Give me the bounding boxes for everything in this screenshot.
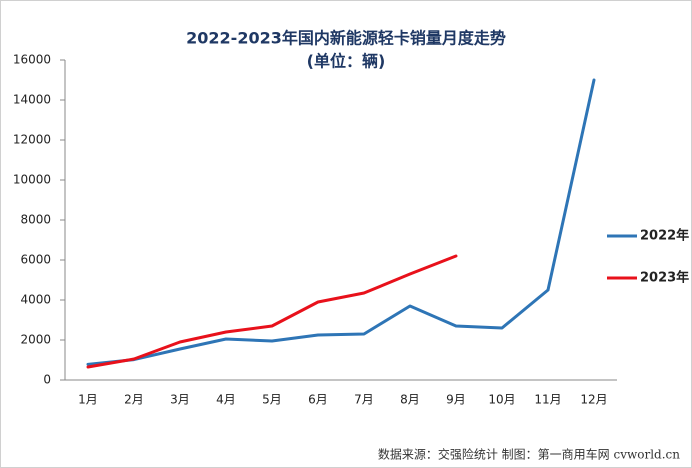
x-tick-label: 12月 xyxy=(580,393,607,407)
y-tick-label: 16000 xyxy=(13,53,51,67)
x-tick-label: 9月 xyxy=(446,393,466,407)
x-tick-label: 2月 xyxy=(124,393,144,407)
series-line xyxy=(86,254,458,369)
y-tick-label: 6000 xyxy=(20,253,51,267)
x-tick-label: 4月 xyxy=(216,393,236,407)
legend-label: 2022年 xyxy=(640,228,689,244)
x-tick-label: 7月 xyxy=(354,393,374,407)
y-tick-label: 10000 xyxy=(13,173,51,187)
y-tick-label: 4000 xyxy=(20,293,51,307)
x-tick-label: 6月 xyxy=(308,393,328,407)
y-tick-label: 8000 xyxy=(20,213,51,227)
y-tick-label: 14000 xyxy=(13,93,51,107)
y-tick-label: 2000 xyxy=(20,333,51,347)
x-tick-label: 1月 xyxy=(78,393,98,407)
y-tick-label: 0 xyxy=(43,373,51,387)
chart-subtitle: (单位：辆) xyxy=(307,52,386,71)
chart-title: 2022-2023年国内新能源轻卡销量月度走势 xyxy=(186,29,506,48)
x-tick-label: 11月 xyxy=(534,393,561,407)
y-tick-label: 12000 xyxy=(13,133,51,147)
series-line xyxy=(86,78,596,366)
x-tick-label: 5月 xyxy=(262,393,282,407)
x-tick-label: 8月 xyxy=(400,393,420,407)
source-note: 数据来源：交强险统计 制图：第一商用车网 cvworld.cn xyxy=(378,447,680,462)
x-tick-label: 10月 xyxy=(488,393,515,407)
legend-label: 2023年 xyxy=(640,270,689,286)
x-tick-label: 3月 xyxy=(170,393,190,407)
